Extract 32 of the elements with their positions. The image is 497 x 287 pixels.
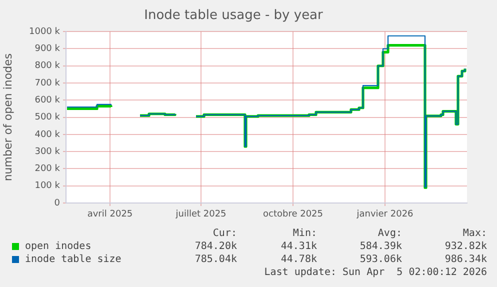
text: 44.78k bbox=[280, 254, 317, 265]
y-tick-label: 500 k bbox=[34, 112, 61, 123]
text: Last update: Sun Apr 5 02:00:12 2026 bbox=[263, 267, 487, 278]
y-tick-label: 600 k bbox=[34, 96, 61, 106]
legend-label: open inodes bbox=[25, 241, 92, 252]
y-tick-label: 700 k bbox=[34, 78, 61, 88]
y-tick-label: 900 k bbox=[34, 44, 61, 54]
text: Cur: bbox=[212, 228, 237, 239]
text: 784.20k bbox=[194, 241, 237, 252]
y-tick-label: 800 k bbox=[34, 61, 61, 72]
x-tick-label: janvier 2026 bbox=[356, 210, 414, 220]
y-tick-label: 100 k bbox=[34, 181, 61, 192]
y-tick-label: 0 bbox=[54, 198, 60, 208]
text: 584.39k bbox=[358, 241, 402, 252]
text: 44.31k bbox=[280, 241, 317, 252]
chart-title: Inode table usage - by year bbox=[144, 8, 324, 24]
legend-label: inode table size bbox=[25, 254, 122, 265]
text: Min: bbox=[292, 228, 317, 239]
y-tick-label: 1000 k bbox=[29, 26, 61, 37]
x-tick-label: avril 2025 bbox=[87, 210, 133, 220]
x-tick-label: juillet 2025 bbox=[174, 210, 226, 220]
x-tick-label: octobre 2025 bbox=[262, 210, 324, 220]
text: Avg: bbox=[376, 228, 402, 239]
text: 785.04k bbox=[194, 254, 237, 265]
text: 593.06k bbox=[358, 254, 402, 265]
text: 986.34k bbox=[444, 254, 487, 265]
y-axis-title: number of open inodes bbox=[1, 53, 14, 182]
y-tick-label: 200 k bbox=[34, 164, 61, 174]
y-tick-label: 300 k bbox=[34, 146, 61, 157]
text: 932.82k bbox=[444, 241, 487, 252]
y-tick-label: 400 k bbox=[34, 130, 61, 140]
text: Max: bbox=[462, 228, 487, 239]
